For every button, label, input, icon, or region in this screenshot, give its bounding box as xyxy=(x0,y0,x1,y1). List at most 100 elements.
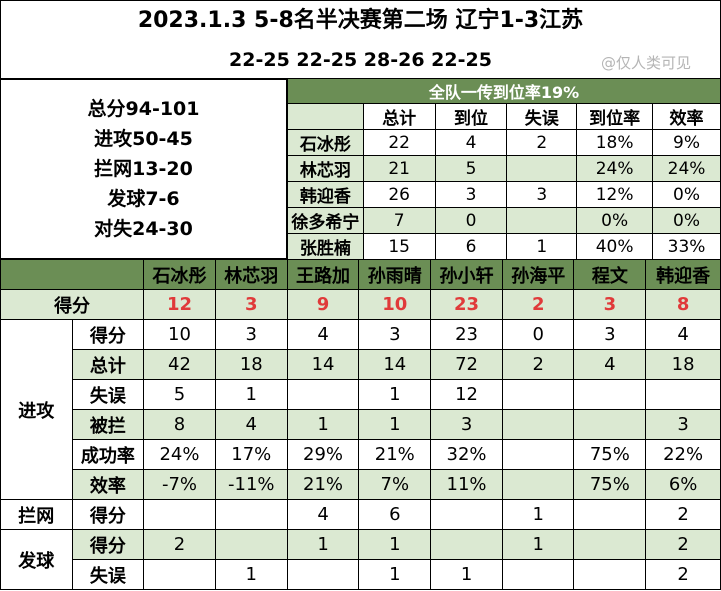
cell: 0% xyxy=(576,207,654,234)
stat-cell xyxy=(573,379,647,410)
stat-label: 被拦 xyxy=(71,409,145,440)
cell: 21 xyxy=(362,155,436,182)
cell: 15 xyxy=(362,233,436,260)
stat-cell: 11% xyxy=(430,469,503,500)
stat-cell: 0 xyxy=(501,319,575,350)
total-score: 3 xyxy=(573,289,647,320)
stat-cell: 2 xyxy=(501,349,575,380)
cell: 6 xyxy=(434,233,508,260)
stat-label: 失误 xyxy=(71,379,145,410)
stat-cell: 3 xyxy=(214,319,288,350)
stat-cell: 2 xyxy=(645,499,721,530)
summary-block: 拦网13-20 xyxy=(94,158,193,180)
stat-cell: 5 xyxy=(143,379,216,410)
stat-cell: 1 xyxy=(358,379,432,410)
attack-row: 效率 -7% -11% 21% 7% 11% 75% 6% xyxy=(1,469,721,500)
summary-panel: 总分94-101 进攻50-45 拦网13-20 发球7-6 对失24-30 xyxy=(0,78,287,259)
stat-cell xyxy=(573,529,647,560)
cell: 9% xyxy=(652,129,721,156)
stat-cell: 8 xyxy=(143,409,216,440)
stat-cell xyxy=(143,559,216,590)
stat-cell xyxy=(501,469,575,500)
serve-category-label: 发球 xyxy=(0,529,73,590)
player-header: 孙海平 xyxy=(501,259,575,290)
attack-row: 成功率 24% 17% 29% 21% 32% 75% 22% xyxy=(1,439,721,470)
player-header: 孙雨晴 xyxy=(358,259,432,290)
stat-cell: 32% xyxy=(430,439,503,470)
stat-cell: 21% xyxy=(286,469,360,500)
reception-header: 效率 xyxy=(652,103,721,130)
reception-row: 石冰彤 22 4 2 18% 9% xyxy=(287,129,721,156)
stat-cell: 14 xyxy=(286,349,360,380)
player-name: 林芯羽 xyxy=(287,155,364,182)
player-name: 韩迎香 xyxy=(287,181,364,208)
cell: 0% xyxy=(652,207,721,234)
cell: 0 xyxy=(434,207,508,234)
page-title: 2023.1.3 5-8名半决赛第二场 辽宁1-3江苏 xyxy=(137,8,584,33)
serve-row: 发球 得分 2 1 1 1 2 xyxy=(0,529,721,590)
cell: 33% xyxy=(652,233,721,260)
total-score: 12 xyxy=(143,289,216,320)
stat-cell: 1 xyxy=(358,529,432,560)
total-score-row: 得分 12 3 9 10 23 2 3 8 xyxy=(0,289,721,320)
stat-cell: 2 xyxy=(645,559,721,590)
reception-header: 总计 xyxy=(362,103,436,130)
attack-row: 失误 5 1 1 12 xyxy=(1,379,721,410)
header-blank xyxy=(0,259,145,290)
stat-label: 成功率 xyxy=(71,439,145,470)
stat-cell: 18 xyxy=(214,349,288,380)
cell: 3 xyxy=(434,181,508,208)
stat-cell: 1 xyxy=(214,379,288,410)
stat-label: 得分 xyxy=(71,499,145,530)
stat-cell: 4 xyxy=(286,319,360,350)
cell xyxy=(506,155,578,182)
stat-cell xyxy=(430,499,503,530)
stat-cell: 1 xyxy=(358,409,432,440)
total-score: 23 xyxy=(430,289,503,320)
stat-cell: 2 xyxy=(645,529,721,560)
block-row: 拦网 得分 4 6 1 2 xyxy=(0,499,721,530)
total-score: 8 xyxy=(645,289,721,320)
stat-cell: 75% xyxy=(573,439,647,470)
stat-cell: 42 xyxy=(143,349,216,380)
stat-cell xyxy=(501,439,575,470)
stat-label: 得分 xyxy=(71,319,145,350)
stat-cell: -7% xyxy=(143,469,216,500)
reception-row: 韩迎香 26 3 3 12% 0% xyxy=(287,181,721,208)
stat-cell: 18 xyxy=(645,349,721,380)
stat-cell: 75% xyxy=(573,469,647,500)
stat-cell: 3 xyxy=(358,319,432,350)
stat-cell xyxy=(501,409,575,440)
stat-cell xyxy=(573,409,647,440)
stat-cell: 6% xyxy=(645,469,721,500)
stat-cell: 24% xyxy=(143,439,216,470)
cell: 18% xyxy=(576,129,654,156)
player-header: 石冰彤 xyxy=(143,259,216,290)
stat-cell: 21% xyxy=(358,439,432,470)
cell: 2 xyxy=(506,129,578,156)
cell: 5 xyxy=(434,155,508,182)
stat-cell: 3 xyxy=(430,409,503,440)
stat-cell: 4 xyxy=(573,349,647,380)
cell: 26 xyxy=(362,181,436,208)
player-header: 林芯羽 xyxy=(214,259,288,290)
watermark: @仅人类可见 xyxy=(600,54,691,72)
reception-row: 徐多希宁 7 0 0% 0% xyxy=(287,207,721,234)
cell: 24% xyxy=(576,155,654,182)
stat-cell: 1 xyxy=(286,529,360,560)
total-score: 9 xyxy=(286,289,360,320)
stat-cell: 4 xyxy=(214,409,288,440)
player-stats-table: 石冰彤 林芯羽 王路加 孙雨晴 孙小轩 孙海平 程文 韩迎香 得分 12 3 9… xyxy=(0,259,721,590)
set-scores: 22-25 22-25 28-26 22-25 xyxy=(229,49,492,71)
reception-row: 张胜楠 15 6 1 40% 33% xyxy=(287,233,721,260)
stat-cell xyxy=(214,529,288,560)
stat-label: 总计 xyxy=(71,349,145,380)
stat-cell xyxy=(573,499,647,530)
stat-cell: 17% xyxy=(214,439,288,470)
player-name: 张胜楠 xyxy=(287,233,364,260)
stat-cell: 1 xyxy=(214,559,288,590)
stat-label: 得分 xyxy=(71,529,145,560)
cell: 7 xyxy=(362,207,436,234)
summary-serve: 发球7-6 xyxy=(107,188,180,210)
cell: 4 xyxy=(434,129,508,156)
